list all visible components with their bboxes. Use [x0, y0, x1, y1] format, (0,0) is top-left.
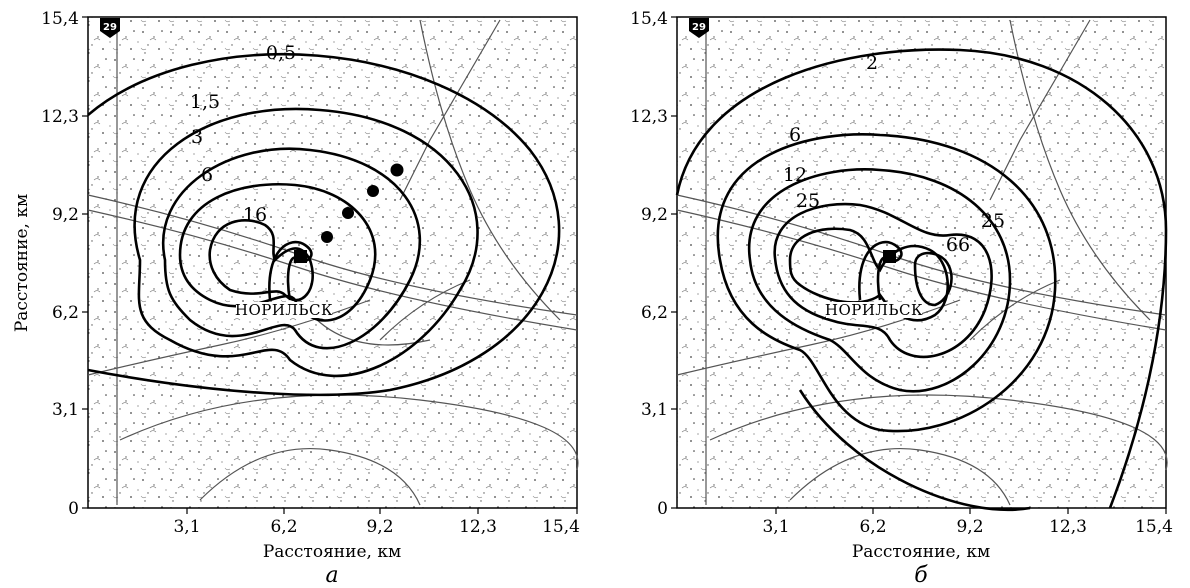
isolines [675, 48, 1168, 512]
contour-label: 6 [201, 164, 213, 186]
location-marker: 29 [100, 18, 120, 38]
contour-label: 25 [796, 190, 820, 212]
panel-letter: а [325, 563, 338, 588]
x-tick-label: 3,1 [173, 517, 200, 537]
station-markers [321, 163, 404, 243]
map-background [87, 16, 578, 509]
contour-label: 25 [981, 210, 1005, 232]
y-tick-label: 15,4 [630, 9, 668, 29]
panel-b: 29 НОРИЛЬСК 2 6 12 25 25 66 0 3,1 6,2 9,… [630, 9, 1173, 588]
y-axis-title: Расстояние, км [12, 194, 32, 332]
x-tick-label: 12,3 [1049, 517, 1087, 537]
x-tick-label: 6,2 [859, 517, 886, 537]
source-square [883, 250, 896, 263]
x-tick-label: 9,2 [366, 517, 393, 537]
contour-label: 6 [789, 124, 801, 146]
contour-labels: 2 6 12 25 25 66 [783, 52, 1005, 256]
city-label: НОРИЛЬСК [825, 301, 923, 319]
x-tick-label: 9,2 [956, 517, 983, 537]
marker-number: 29 [692, 22, 706, 33]
y-tick-label: 9,2 [641, 205, 668, 225]
y-tick-label: 3,1 [52, 400, 79, 420]
isolines [87, 53, 561, 397]
y-tick-label: 6,2 [641, 303, 668, 323]
x-tick-label: 15,4 [542, 517, 580, 537]
marker-number: 29 [103, 22, 117, 33]
source-square [294, 250, 307, 263]
y-tick-label: 3,1 [641, 400, 668, 420]
x-axis-title: Расстояние, км [852, 542, 990, 562]
y-tick-label: 0 [657, 499, 668, 519]
panel-letter: б [914, 563, 928, 588]
x-tick-label: 12,3 [459, 517, 497, 537]
y-tick-label: 0 [68, 499, 79, 519]
contour-label: 0,5 [266, 42, 296, 64]
y-tick-labels: 0 3,1 6,2 9,2 12,3 15,4 [41, 9, 79, 519]
y-tick-label: 12,3 [630, 107, 668, 127]
panel-a: 29 НОРИЛЬСК 0,5 1,5 3 6 16 0 3,1 6,2 9,2… [41, 9, 580, 588]
x-tick-label: 15,4 [1135, 517, 1173, 537]
tick-marks [82, 16, 578, 514]
map-background [676, 16, 1167, 509]
contour-label: 12 [783, 164, 807, 186]
x-tick-label: 6,2 [270, 517, 297, 537]
y-tick-label: 6,2 [52, 303, 79, 323]
contour-label: 3 [191, 126, 203, 148]
y-tick-labels: 0 3,1 6,2 9,2 12,3 15,4 [630, 9, 668, 519]
city-label-bg [826, 302, 922, 318]
tick-marks [671, 16, 1167, 514]
contour-label: 1,5 [190, 91, 220, 113]
city-label: НОРИЛЬСК [235, 301, 333, 319]
y-tick-label: 12,3 [41, 107, 79, 127]
contour-labels: 0,5 1,5 3 6 16 [190, 42, 296, 226]
x-axis-title: Расстояние, км [263, 542, 401, 562]
location-marker: 29 [689, 18, 709, 38]
y-tick-label: 9,2 [52, 205, 79, 225]
x-tick-labels: 3,1 6,2 9,2 12,3 15,4 [762, 517, 1172, 537]
contour-label: 66 [946, 234, 970, 256]
city-label-bg [236, 302, 332, 318]
contour-label: 2 [866, 52, 878, 74]
contour-label: 16 [243, 204, 267, 226]
y-tick-label: 15,4 [41, 9, 79, 29]
x-tick-label: 3,1 [762, 517, 789, 537]
topo-lines [87, 19, 579, 506]
x-tick-labels: 3,1 6,2 9,2 12,3 15,4 [173, 517, 579, 537]
